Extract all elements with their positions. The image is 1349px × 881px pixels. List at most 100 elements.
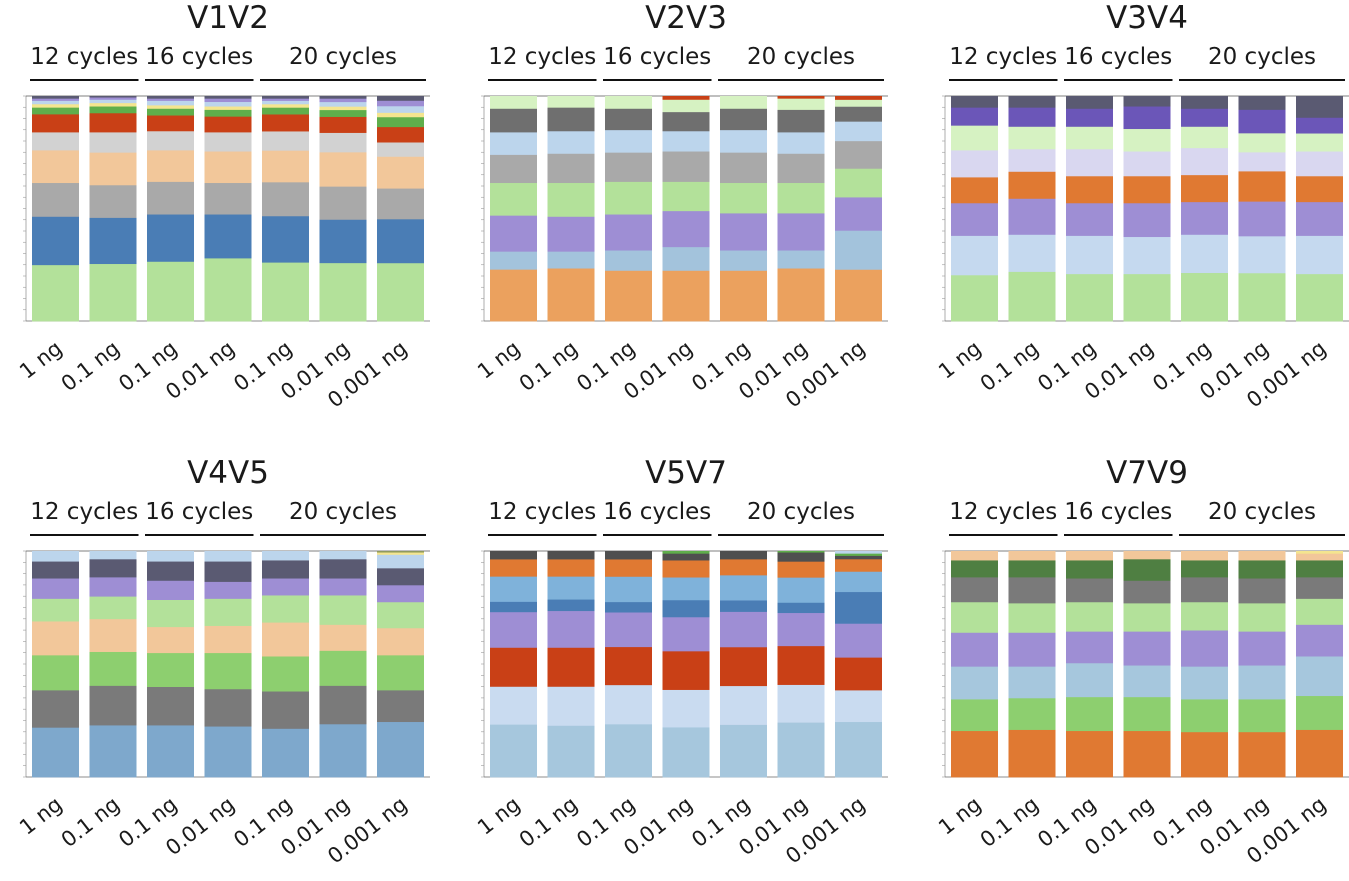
bar-segment xyxy=(1066,148,1113,177)
bar-segment xyxy=(1238,699,1286,733)
bar-segment xyxy=(1238,109,1286,134)
bar-segment xyxy=(204,258,252,322)
bar-segment xyxy=(1296,695,1343,730)
bar-segment xyxy=(1123,631,1171,666)
bar-segment xyxy=(319,578,367,596)
bar-segment xyxy=(777,602,825,614)
bar-segment xyxy=(547,647,595,687)
cycle-group-label: 16 cycles xyxy=(603,499,711,525)
bar-segment xyxy=(262,262,309,322)
bar-segment xyxy=(720,551,767,560)
bar-segment xyxy=(89,217,137,265)
bar-segment xyxy=(1008,576,1056,604)
bar-segment xyxy=(662,616,710,652)
bar-segment xyxy=(204,101,252,107)
bar-segment xyxy=(720,574,767,601)
bar-segment xyxy=(1123,151,1171,177)
cycle-group-label: 20 cycles xyxy=(747,499,855,525)
bar-segment xyxy=(835,591,882,624)
bar-segment xyxy=(835,197,882,231)
bar-segment xyxy=(1296,624,1343,657)
bar-segment xyxy=(547,251,595,269)
bar-segment xyxy=(1008,198,1056,235)
bar-segment xyxy=(777,551,825,553)
bar-segment xyxy=(262,131,309,151)
bar-segment xyxy=(319,723,367,778)
bar-segment xyxy=(89,132,137,153)
bar-segment xyxy=(1238,731,1286,778)
bar-segment xyxy=(662,111,710,132)
bar-segment xyxy=(777,577,825,603)
bar-segment xyxy=(1008,560,1056,578)
chart-title: V2V3 xyxy=(645,0,727,36)
bar-segment xyxy=(662,727,710,778)
bar-segment xyxy=(1238,171,1286,202)
bar-segment xyxy=(89,97,137,100)
bar-segment xyxy=(32,578,79,599)
bar-segment xyxy=(32,727,79,778)
bar-segment xyxy=(720,611,767,648)
bar-segment xyxy=(662,689,710,728)
bar-segment xyxy=(32,107,79,115)
bar-segment xyxy=(89,106,137,114)
bar-segment xyxy=(1238,132,1286,153)
bar-segment xyxy=(377,654,424,691)
x-tick-label: 0.1 ng xyxy=(515,792,582,852)
bar-segment xyxy=(1296,551,1343,554)
bar-segment xyxy=(262,595,309,623)
bar-segment xyxy=(32,182,79,217)
bar-segment xyxy=(1181,699,1228,733)
bar-segment xyxy=(1296,133,1343,152)
bar-segment xyxy=(147,652,194,687)
bar-segment xyxy=(1296,576,1343,599)
bar-segment xyxy=(32,132,79,151)
chart-title: V7V9 xyxy=(1106,455,1188,491)
x-tick-label: 0.1 ng xyxy=(976,792,1043,852)
bar-segment xyxy=(204,581,252,599)
bar-segment xyxy=(605,723,652,778)
bar-segment xyxy=(605,612,652,648)
bar-segment xyxy=(1066,96,1113,109)
chart-title: V3V4 xyxy=(1106,0,1188,36)
bar-segment xyxy=(662,560,710,578)
cycle-group-label: 20 cycles xyxy=(289,44,397,70)
bar-segment xyxy=(720,250,767,271)
bar-segment xyxy=(1008,729,1056,778)
bar-segment xyxy=(490,154,537,184)
bar-segment xyxy=(1066,273,1113,322)
bar-segment xyxy=(1296,553,1343,561)
bar-segment xyxy=(662,246,710,271)
bar-segment xyxy=(147,115,194,132)
bar-segment xyxy=(1238,201,1286,237)
bar-segment xyxy=(835,106,882,122)
bar-segment xyxy=(777,552,825,562)
bar-segment xyxy=(377,112,424,118)
bar-segment xyxy=(319,595,367,625)
cycle-group-label: 12 cycles xyxy=(949,499,1057,525)
x-tick-label: 0.1 ng xyxy=(57,336,124,396)
bar-segment xyxy=(319,109,367,117)
bar-segment xyxy=(605,559,652,577)
bar-segment xyxy=(1008,602,1056,633)
cycle-group-label: 16 cycles xyxy=(1064,499,1172,525)
bar-segment xyxy=(720,270,767,322)
bar-segment xyxy=(777,153,825,184)
bar-segment xyxy=(319,219,367,264)
bar-segment xyxy=(835,99,882,107)
bar-segment xyxy=(835,721,882,778)
bar-segment xyxy=(777,561,825,578)
bar-segment xyxy=(662,650,710,690)
bar-segment xyxy=(377,126,424,143)
bar-segment xyxy=(1123,551,1171,560)
bar-segment xyxy=(835,558,882,572)
bar-segment xyxy=(951,560,998,578)
bar-segment xyxy=(1123,696,1171,732)
bar-segment xyxy=(262,98,309,101)
bar-segment xyxy=(951,576,998,603)
bar-segment xyxy=(32,689,79,728)
bar-segment xyxy=(951,202,998,236)
bar-segment xyxy=(1181,272,1228,322)
bar-segment xyxy=(204,551,252,562)
